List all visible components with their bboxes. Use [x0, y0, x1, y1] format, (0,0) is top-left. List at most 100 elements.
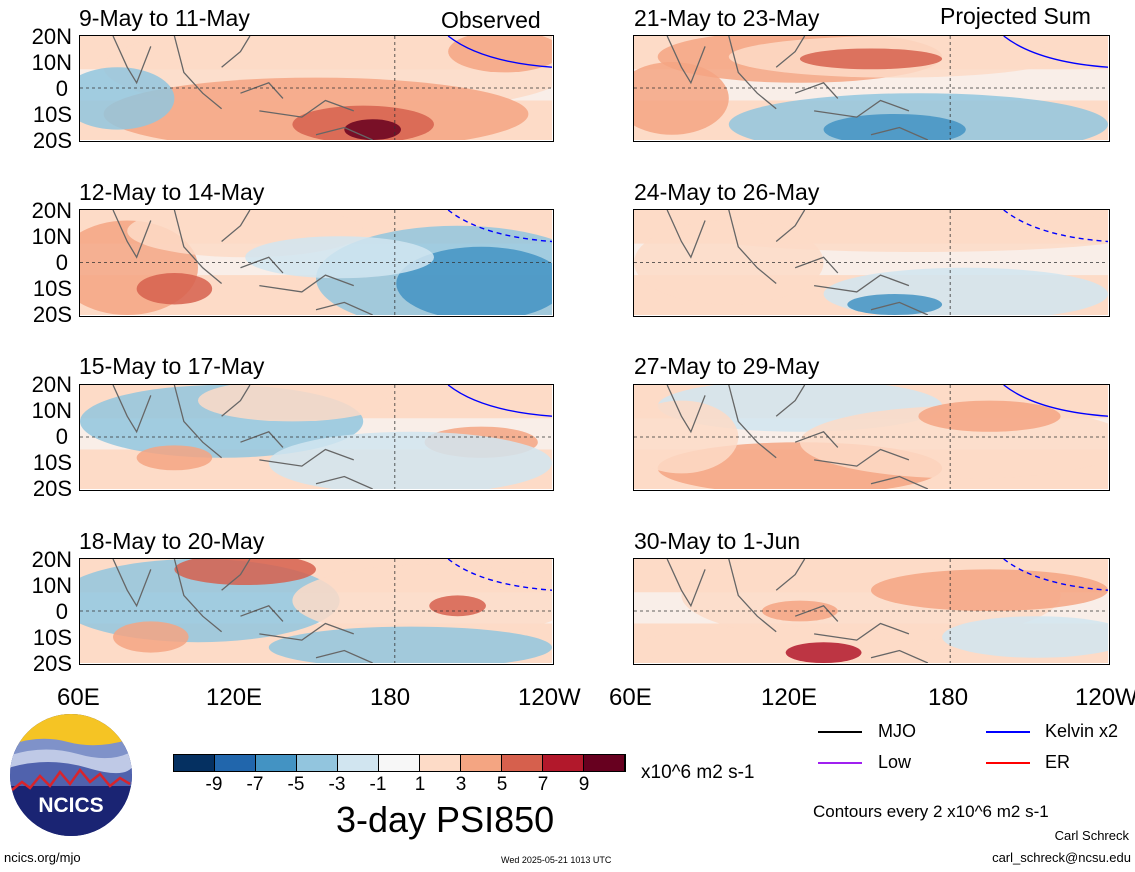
- colorbar-tick: -1: [369, 774, 387, 795]
- kelvin-contour: [1003, 559, 1108, 591]
- coastline: [112, 559, 373, 663]
- panel-title-right-2: 24-May to 26-May: [634, 179, 820, 205]
- kelvin-contour: [447, 36, 552, 68]
- kelvin-contour: [447, 385, 552, 417]
- coastline: [666, 210, 929, 315]
- lat-label: 10N: [31, 50, 72, 75]
- coastline: [112, 36, 373, 140]
- anomaly-blob: [268, 431, 552, 489]
- panel-title-left-3: 15-May to 17-May: [79, 353, 265, 379]
- lat-label: 20S: [32, 651, 72, 676]
- anomaly-blob: [245, 236, 434, 279]
- anomaly-blob: [634, 220, 824, 305]
- lat-label: 20S: [32, 476, 72, 501]
- colorbar-swatch: [584, 755, 625, 771]
- legend-line-er: [986, 762, 1030, 764]
- colorbar-swatch: [215, 755, 256, 771]
- lon-label: 180: [370, 684, 411, 711]
- lat-label: 20N: [31, 372, 72, 397]
- colorbar-swatch: [543, 755, 584, 771]
- lon-label: 60E: [57, 684, 100, 711]
- contours-note: Contours every 2 x10^6 m2 s-1: [813, 802, 1049, 821]
- colorbar-tick: -7: [246, 774, 264, 795]
- panel-title-left-4: 18-May to 20-May: [79, 528, 265, 554]
- lat-label: 10S: [32, 102, 72, 127]
- colorbar-swatch: [420, 755, 461, 771]
- anomaly-blob: [113, 621, 189, 653]
- anomaly-blob: [174, 559, 316, 585]
- anomaly-blob: [448, 36, 552, 73]
- anomaly-blob: [80, 67, 175, 130]
- lon-label: 180: [928, 684, 969, 711]
- lon-label: 120W: [1075, 684, 1135, 711]
- colorbar-tick: -3: [328, 774, 346, 795]
- kelvin-contour: [1003, 210, 1108, 243]
- lat-label: 0: [55, 250, 68, 275]
- lat-label: 0: [55, 424, 68, 449]
- map-panel-left-2: [79, 209, 554, 317]
- colorbar-swatch: [338, 755, 379, 771]
- lat-label: 10N: [31, 398, 72, 423]
- lat-label: 0: [55, 76, 68, 101]
- coastline: [666, 36, 929, 140]
- lon-label: 120E: [761, 684, 818, 711]
- map-panel-right-2: [633, 209, 1110, 317]
- anomaly-blob: [136, 445, 213, 471]
- site-link[interactable]: ncics.org/mjo: [4, 850, 81, 865]
- coastline: [666, 385, 929, 489]
- legend-label-mjo: MJO: [878, 721, 916, 741]
- map-panel-left-3: [79, 384, 554, 491]
- lat-label: 20N: [31, 547, 72, 572]
- anomaly-blob: [823, 114, 966, 140]
- legend-line-mjo: [818, 731, 862, 733]
- legend-label-low: Low: [878, 752, 912, 772]
- colorbar-tick: -9: [205, 774, 223, 795]
- lat-label: 10S: [32, 276, 72, 301]
- author-email: carl_schreck@ncsu.edu: [992, 850, 1131, 865]
- lat-label: 20S: [32, 302, 72, 327]
- legend-label-kelvin: Kelvin x2: [1045, 721, 1119, 741]
- anomaly-blob: [761, 600, 838, 622]
- panel-title-right-3: 27-May to 29-May: [634, 353, 820, 379]
- colorbar-swatch: [256, 755, 297, 771]
- anomaly-blob: [136, 273, 213, 305]
- lon-label: 120W: [518, 684, 581, 711]
- lat-label: 20S: [32, 128, 72, 153]
- anomaly-blob: [785, 642, 862, 663]
- projected-label: Projected Sum: [940, 3, 1091, 29]
- colorbar-tick: 9: [578, 774, 590, 795]
- panel-title-right-1: 21-May to 23-May: [634, 5, 820, 31]
- anomaly-blob: [918, 400, 1061, 432]
- coastline: [112, 385, 373, 489]
- anomaly-blob: [429, 595, 486, 617]
- anomaly-blob: [871, 569, 1108, 611]
- colorbar-swatch: [379, 755, 420, 771]
- lat-label: 0: [55, 599, 68, 624]
- lon-label: 120E: [206, 684, 263, 711]
- legend-line-low: [818, 762, 862, 764]
- anomaly-blob: [799, 48, 943, 70]
- legend-label-er: ER: [1045, 752, 1071, 772]
- colorbar-tick: 7: [537, 774, 549, 795]
- map-panel-right-4: [633, 558, 1110, 665]
- anomaly-blob: [634, 400, 739, 474]
- anomaly-blob: [396, 246, 552, 315]
- anomaly-blob: [942, 616, 1108, 658]
- map-panel-right-3: [633, 384, 1110, 491]
- ncics-logo: NCICS: [8, 712, 134, 838]
- colorbar-swatch: [297, 755, 338, 771]
- colorbar-tick: -5: [287, 774, 305, 795]
- lat-label: 20N: [31, 24, 72, 49]
- lat-label: 10N: [31, 573, 72, 598]
- kelvin-contour: [447, 210, 552, 243]
- panel-title-left-2: 12-May to 14-May: [79, 179, 265, 205]
- coastline: [112, 210, 373, 315]
- colorbar-unit: x10^6 m2 s-1: [641, 762, 755, 783]
- colorbar-swatch: [174, 755, 215, 771]
- anomaly-blob: [634, 62, 729, 135]
- colorbar-tick: 5: [496, 774, 508, 795]
- colorbar-tick: 3: [455, 774, 467, 795]
- lat-label: 10S: [32, 450, 72, 475]
- colorbar-swatch: [502, 755, 543, 771]
- lat-label: 10S: [32, 625, 72, 650]
